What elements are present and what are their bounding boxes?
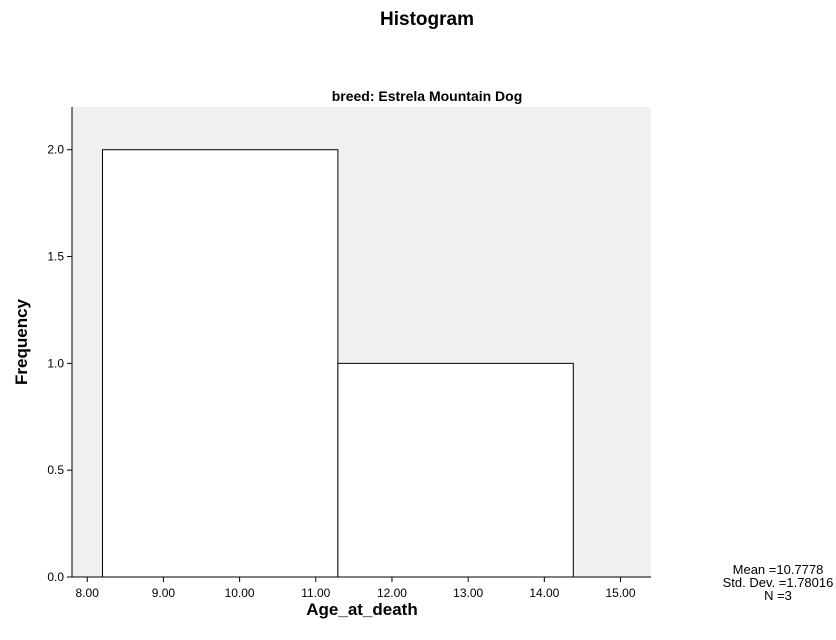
mean-stat: Mean =10.7778 [732, 562, 824, 577]
std-dev-stat: Std. Dev. =1.78016 [722, 575, 834, 590]
y-tick-label: 1.5 [47, 250, 64, 264]
x-tick-label: 13.00 [453, 586, 483, 600]
histogram-bar-1 [101, 149, 339, 578]
histogram-bar-2 [337, 362, 574, 578]
x-tick-label: 10.00 [225, 586, 255, 600]
x-tick-label: 8.00 [76, 586, 100, 600]
y-tick-label: 0.5 [47, 463, 64, 477]
x-tick-label: 12.00 [377, 586, 407, 600]
x-tick-label: 9.00 [152, 586, 176, 600]
y-tick-label: 1.0 [47, 356, 64, 370]
y-tick-label: 0.0 [47, 570, 64, 584]
x-axis-label: Age_at_death [306, 600, 417, 619]
y-tick-label: 2.0 [47, 143, 64, 157]
x-tick-label: 14.00 [529, 586, 559, 600]
x-tick-label: 11.00 [301, 586, 330, 600]
n-stat: N =3 [764, 588, 792, 603]
chart-title: Histogram [380, 9, 474, 30]
x-tick-label: 15.00 [606, 586, 636, 600]
y-axis-label: Frequency [12, 298, 31, 385]
summary-statistics: Mean =10.7778 Std. Dev. =1.78016 N =3 [720, 563, 836, 602]
chart-subtitle: breed: Estrela Mountain Dog [332, 88, 523, 104]
